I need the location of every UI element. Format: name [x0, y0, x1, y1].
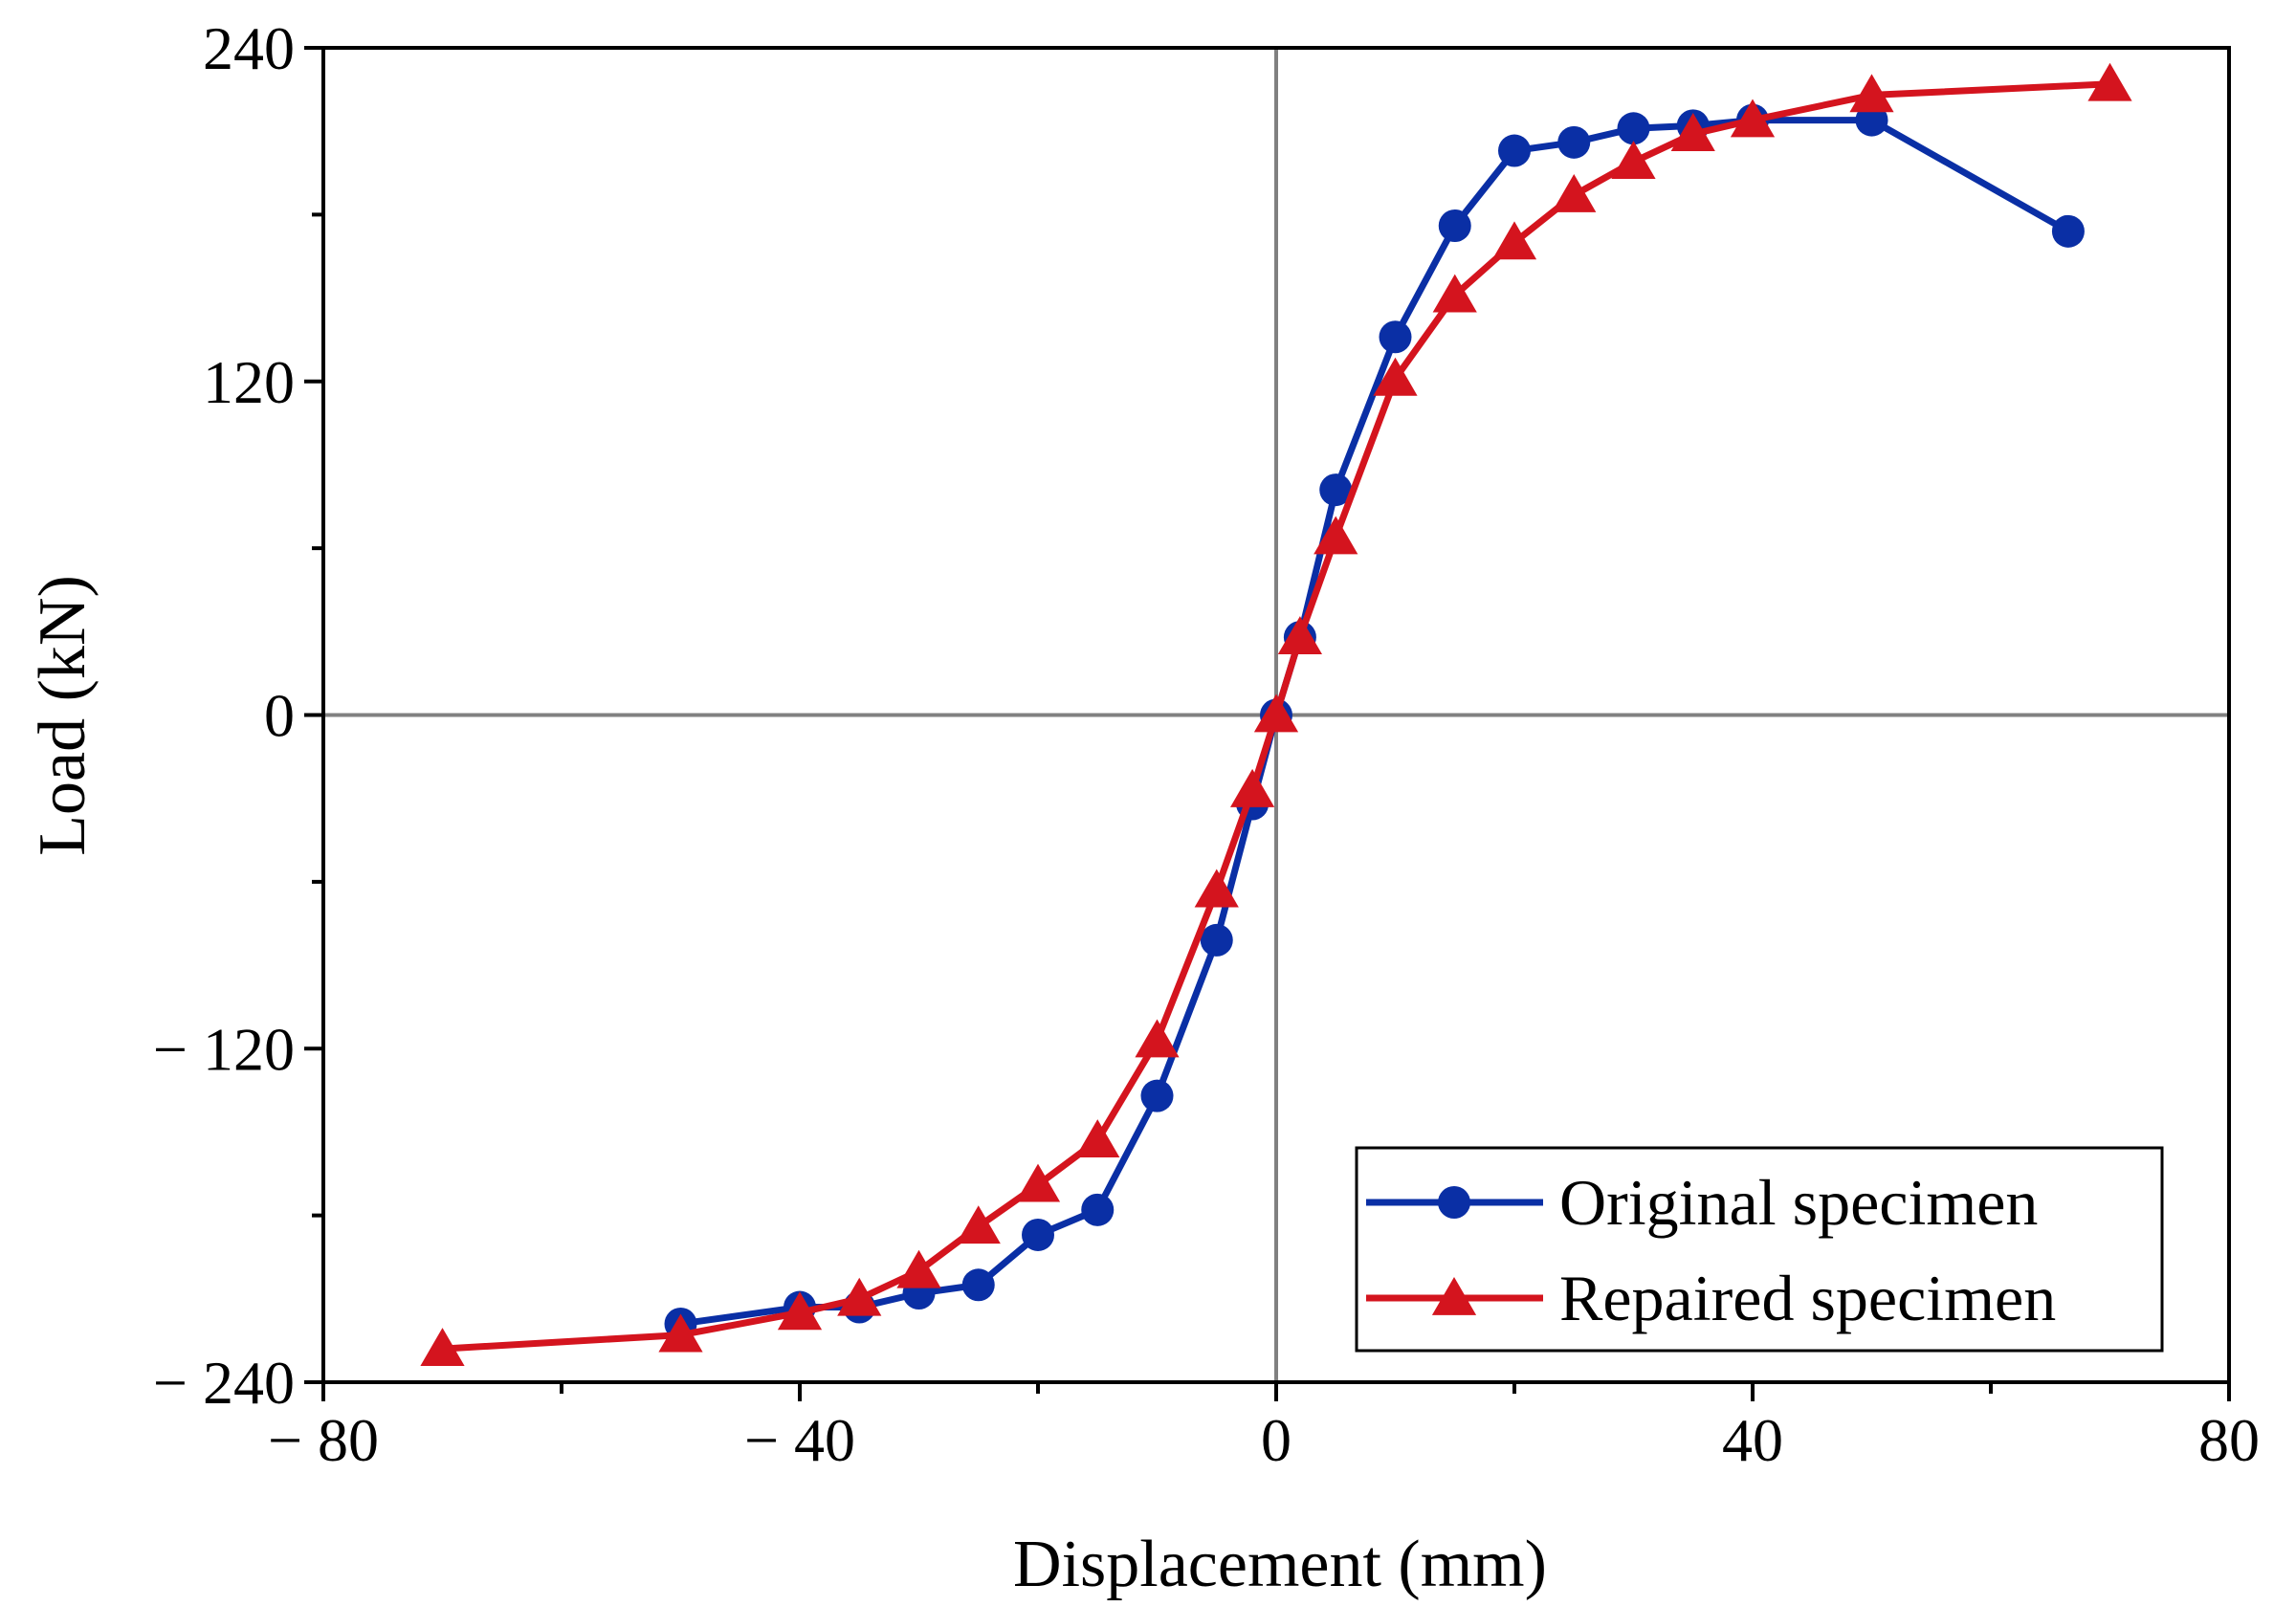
y-tick-label: 240 — [203, 14, 295, 82]
data-point — [420, 1328, 465, 1366]
data-point — [956, 1205, 1001, 1244]
data-point — [1081, 1193, 1115, 1226]
data-point — [1498, 134, 1531, 167]
data-point — [1557, 125, 1591, 159]
data-point — [837, 1277, 882, 1316]
data-point — [1135, 1019, 1180, 1058]
y-tick-label: 0 — [264, 682, 295, 750]
legend-swatch-marker — [1431, 1276, 1477, 1315]
legend-box — [1355, 1146, 2164, 1353]
data-point — [1319, 473, 1353, 507]
data-point — [1432, 274, 1477, 313]
axes-layer: − 80 − 40 0 40 80 − 240 − 120 0 120 240 — [153, 14, 2260, 1474]
data-point — [1253, 693, 1299, 733]
series-2 — [420, 62, 2132, 1366]
legend-label: Original specimen — [1559, 1166, 2038, 1239]
legend-label: Repaired specimen — [1559, 1262, 2056, 1334]
data-point — [1015, 1163, 1061, 1202]
data-point — [777, 1291, 823, 1331]
data-point — [896, 1249, 941, 1288]
data-point — [961, 1268, 995, 1302]
series-layer — [420, 62, 2132, 1366]
data-point — [1552, 173, 1597, 212]
data-point — [1491, 221, 1537, 260]
x-tick-label: − 40 — [744, 1406, 855, 1474]
legend-swatch-marker — [1438, 1186, 1470, 1219]
x-tick-label: 0 — [1261, 1406, 1292, 1474]
data-point — [1438, 209, 1471, 242]
legend-item: Repaired specimen — [1366, 1262, 2056, 1334]
y-tick-label: − 120 — [153, 1015, 295, 1083]
data-point — [1611, 141, 1656, 180]
data-point — [1075, 1119, 1120, 1158]
data-point — [1373, 357, 1418, 396]
legend: Original specimen Repaired specimen — [1355, 1146, 2164, 1353]
data-point — [1140, 1079, 1174, 1112]
data-point — [2087, 62, 2132, 101]
data-point — [2051, 214, 2085, 248]
data-point — [1200, 923, 1233, 957]
data-point — [1730, 99, 1776, 138]
data-point — [1617, 112, 1650, 145]
x-axis-title: Displacement (mm) — [1013, 1528, 1547, 1601]
data-point — [1194, 869, 1239, 908]
data-point — [1230, 768, 1275, 807]
x-tick-label: 80 — [2198, 1406, 2260, 1474]
x-tick-label: 40 — [1722, 1406, 1783, 1474]
data-point — [1022, 1218, 1054, 1251]
y-axis-title: Load (kN) — [26, 575, 99, 856]
y-tick-label: 120 — [203, 348, 295, 416]
legend-item: Original specimen — [1366, 1166, 2038, 1239]
data-point — [658, 1313, 703, 1353]
x-tick-label: − 80 — [268, 1406, 379, 1474]
y-tick-label: − 240 — [153, 1349, 295, 1417]
data-point — [1379, 320, 1412, 354]
data-point — [1670, 113, 1715, 151]
data-point — [1277, 616, 1322, 654]
data-point — [1849, 74, 1894, 113]
data-point — [1314, 516, 1358, 555]
